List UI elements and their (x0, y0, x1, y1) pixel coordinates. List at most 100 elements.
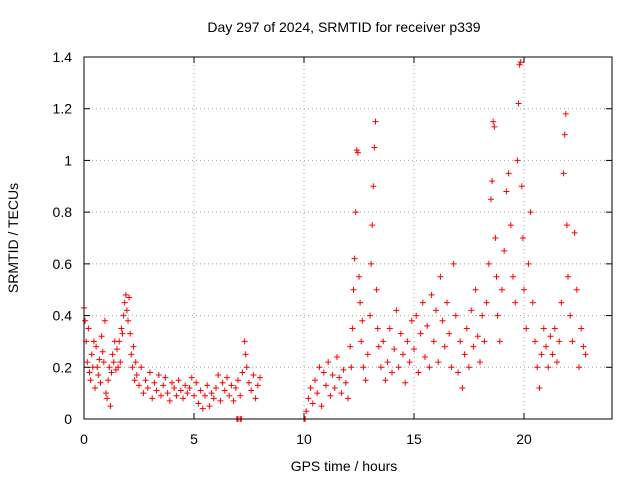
data-point (243, 364, 250, 371)
data-point (164, 390, 171, 397)
data-point (386, 325, 393, 332)
x-tick-label: 10 (296, 431, 312, 447)
data-point (90, 338, 97, 345)
data-point (525, 260, 532, 267)
data-point (316, 364, 323, 371)
data-point (237, 392, 244, 399)
data-point (169, 379, 175, 386)
data-point (507, 222, 514, 229)
data-point (477, 359, 483, 366)
data-point (565, 273, 571, 280)
data-point (336, 374, 343, 381)
data-point (320, 369, 327, 376)
data-point (382, 377, 389, 384)
data-point (373, 286, 380, 293)
data-point (160, 382, 167, 389)
data-point (428, 291, 435, 298)
data-point (342, 379, 349, 386)
data-point (133, 372, 140, 379)
data-point (378, 364, 384, 371)
data-point (182, 382, 189, 389)
data-point (372, 118, 379, 125)
data-point (582, 351, 589, 358)
data-point (94, 364, 101, 371)
data-point (455, 369, 461, 376)
data-point (82, 317, 89, 324)
data-point (129, 364, 136, 371)
data-point (114, 346, 120, 353)
data-point (461, 351, 468, 358)
data-point (369, 222, 376, 229)
data-point (424, 322, 431, 329)
data-point (481, 338, 488, 345)
data-point (367, 312, 373, 319)
x-tick-label: 15 (406, 431, 422, 447)
data-point (327, 392, 334, 399)
data-point (543, 343, 549, 350)
data-point (360, 364, 367, 371)
data-point (230, 397, 237, 404)
data-point (166, 397, 173, 404)
data-point (116, 338, 123, 345)
data-point (224, 374, 230, 381)
data-point (549, 351, 556, 358)
data-point (523, 325, 530, 332)
data-point (125, 317, 131, 324)
data-point (527, 209, 534, 216)
data-point (210, 395, 217, 402)
data-point (547, 333, 554, 340)
data-point (489, 178, 496, 185)
data-point (494, 312, 501, 319)
data-point (197, 387, 204, 394)
data-point (239, 369, 246, 376)
data-point (488, 196, 494, 203)
data-point (516, 61, 523, 68)
data-point (131, 377, 138, 384)
data-point (576, 364, 582, 371)
data-point (441, 343, 448, 350)
data-point (496, 338, 503, 345)
data-point (561, 131, 568, 138)
data-point (474, 333, 481, 340)
data-point (406, 359, 413, 366)
data-point (305, 395, 312, 402)
data-point (395, 364, 402, 371)
data-point (97, 379, 104, 386)
data-point (119, 330, 126, 337)
y-tick-label: 0.6 (53, 256, 73, 272)
data-point (391, 346, 398, 353)
data-point (96, 356, 103, 363)
data-point (551, 325, 558, 332)
data-point (126, 294, 133, 301)
data-point (573, 286, 580, 293)
data-point (153, 387, 160, 394)
data-point (493, 273, 500, 280)
data-point (364, 351, 371, 358)
data-point (485, 260, 492, 267)
data-point (202, 392, 208, 399)
data-point (400, 351, 406, 358)
data-point (347, 343, 354, 350)
data-point (359, 317, 366, 324)
data-point (84, 359, 91, 366)
data-point (254, 382, 261, 389)
data-point (426, 364, 433, 371)
data-point (309, 400, 316, 407)
data-point (186, 384, 193, 391)
data-point (100, 359, 107, 366)
data-point (149, 395, 156, 402)
data-point (204, 382, 211, 389)
data-point (569, 338, 576, 345)
data-point (140, 390, 147, 397)
data-point (499, 286, 505, 293)
data-point (389, 369, 395, 376)
data-point (307, 384, 314, 391)
y-tick-label: 0.2 (53, 359, 73, 375)
data-point (505, 170, 512, 177)
data-point (351, 255, 358, 262)
data-point (408, 317, 415, 324)
data-point (173, 392, 180, 399)
data-point (334, 353, 340, 360)
data-point (459, 384, 466, 391)
y-tick-label: 0 (64, 411, 72, 427)
